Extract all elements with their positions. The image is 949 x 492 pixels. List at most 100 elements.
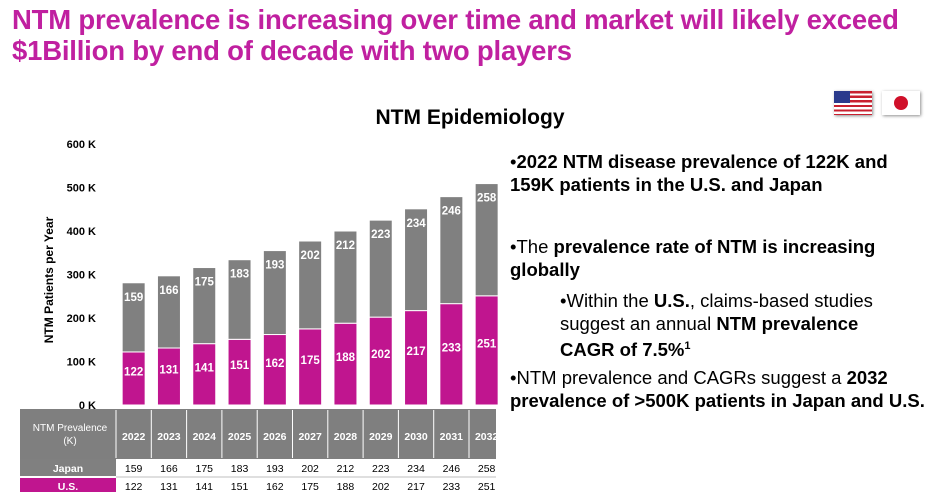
data-label-japan: 258	[477, 193, 497, 205]
data-label-japan: 223	[371, 229, 390, 241]
data-label-us: 202	[371, 349, 390, 361]
y-tick-label: 100 K	[67, 357, 96, 369]
y-tick-label: 300 K	[67, 270, 96, 282]
table-cell-us: 202	[372, 481, 390, 492]
data-label-us: 122	[124, 366, 143, 378]
table-cell-us: 141	[195, 481, 213, 492]
data-label-japan: 159	[124, 292, 143, 304]
data-label-japan: 183	[230, 269, 249, 281]
table-cell-japan: 159	[125, 463, 143, 475]
table-cell-us: 175	[301, 481, 319, 492]
table-header-bg	[20, 409, 496, 459]
table-cell-us: 122	[125, 481, 143, 492]
bullet-text: , claims-based studies suggest an annual	[560, 290, 873, 334]
data-label-japan: 234	[406, 218, 426, 230]
table-cell-japan: 223	[372, 463, 390, 475]
bar-japan	[121, 282, 146, 353]
data-label-us: 188	[336, 352, 356, 364]
data-label-us: 175	[301, 355, 321, 367]
table-cell-us: 162	[266, 481, 284, 492]
us-flag-icon	[834, 91, 872, 115]
data-label-us: 141	[195, 362, 215, 374]
data-label-japan: 246	[442, 206, 461, 218]
us-row-label-bg	[20, 478, 116, 492]
table-cell-us: 131	[160, 481, 178, 492]
table-header-label: NTM Prevalence	[33, 423, 108, 434]
bullet-text: NTM prevalence CAGR of 7.5%	[560, 313, 859, 361]
bullet-point-sub: •Within the U.S., claims-based studies s…	[560, 290, 873, 361]
x-tick-label: 2026	[263, 431, 287, 443]
chart-title: NTM Epidemiology	[375, 106, 565, 129]
japan-row-label-bg	[20, 459, 116, 476]
x-tick-label: 2023	[157, 431, 181, 443]
x-tick-label: 2027	[298, 431, 322, 443]
bar-japan	[439, 196, 464, 305]
bullet-point: •NTM prevalence and CAGRs suggest a 2032…	[510, 367, 925, 411]
table-cell-us: 233	[443, 481, 461, 492]
page-title: NTM prevalence is increasing over time a…	[12, 4, 899, 66]
bullet-text: prevalence rate of NTM is increasing glo…	[510, 236, 876, 280]
japan-flag-icon	[882, 91, 920, 115]
data-label-japan: 202	[301, 250, 320, 262]
bar-japan	[474, 183, 499, 297]
table-header-unit: (K)	[63, 436, 76, 447]
x-tick-label: 2022	[122, 431, 146, 443]
table-cell-japan: 212	[337, 463, 355, 475]
table-cell-japan: 166	[160, 463, 178, 475]
table-cell-japan: 193	[266, 463, 284, 475]
y-tick-label: 200 K	[67, 313, 96, 325]
x-tick-label: 2029	[369, 431, 393, 443]
bar-japan	[298, 240, 323, 330]
bullet-text: NTM prevalence and CAGRs suggest a	[516, 367, 847, 388]
table-cell-us: 151	[231, 481, 249, 492]
data-label-japan: 212	[336, 240, 355, 252]
x-tick-label: 2024	[193, 431, 217, 443]
data-label-us: 131	[159, 365, 179, 377]
bar-japan	[404, 208, 429, 312]
bar-japan	[192, 267, 217, 345]
legend-us: U.S.	[58, 481, 79, 492]
table-cell-japan: 246	[443, 463, 461, 475]
x-tick-label: 2030	[404, 431, 428, 443]
bar-japan	[156, 275, 181, 349]
bullet-text: The	[516, 236, 554, 257]
bullet-text: Within the	[566, 290, 654, 311]
bar-us	[298, 328, 323, 406]
x-tick-label: 2025	[228, 431, 252, 443]
bar-japan	[333, 230, 358, 324]
table-cell-japan: 175	[195, 463, 213, 475]
bar-japan	[368, 219, 393, 318]
footnote-marker: 1	[684, 340, 691, 352]
table-cell-japan: 183	[231, 463, 249, 475]
country-flags	[834, 91, 920, 115]
table-cell-japan: 202	[301, 463, 319, 475]
data-label-us: 251	[477, 338, 497, 350]
x-tick-label: 2032	[475, 431, 499, 443]
data-label-us: 233	[442, 342, 461, 354]
y-axis-label: NTM Patients per Year	[42, 216, 56, 343]
bar-japan	[262, 250, 287, 336]
y-tick-label: 600 K	[67, 139, 96, 151]
table-cell-us: 188	[337, 481, 355, 492]
bullet-point: •2022 NTM disease prevalence of 122K and…	[510, 151, 888, 195]
bullet-text: 2022 NTM disease prevalence of 122K and …	[510, 151, 888, 195]
table-cell-us: 251	[478, 481, 496, 492]
bar-japan	[227, 259, 252, 340]
bullet-text: 2032 prevalence of >500K patients in Jap…	[510, 367, 925, 411]
bullet-point: •The prevalence rate of NTM is increasin…	[510, 236, 876, 280]
y-tick-label: 400 K	[67, 226, 96, 238]
data-label-us: 217	[406, 346, 425, 358]
table-cell-japan: 258	[478, 463, 496, 475]
data-label-japan: 166	[159, 285, 178, 297]
x-tick-label: 2031	[440, 431, 464, 443]
legend-japan: Japan	[53, 463, 83, 475]
data-label-us: 162	[265, 358, 284, 370]
data-label-us: 151	[230, 360, 250, 372]
table-cell-us: 217	[407, 481, 425, 492]
data-label-japan: 175	[195, 277, 215, 289]
x-tick-label: 2028	[334, 431, 358, 443]
y-tick-label: 500 K	[67, 183, 96, 195]
table-cell-japan: 234	[407, 463, 425, 475]
bullet-text: U.S.	[653, 290, 690, 311]
